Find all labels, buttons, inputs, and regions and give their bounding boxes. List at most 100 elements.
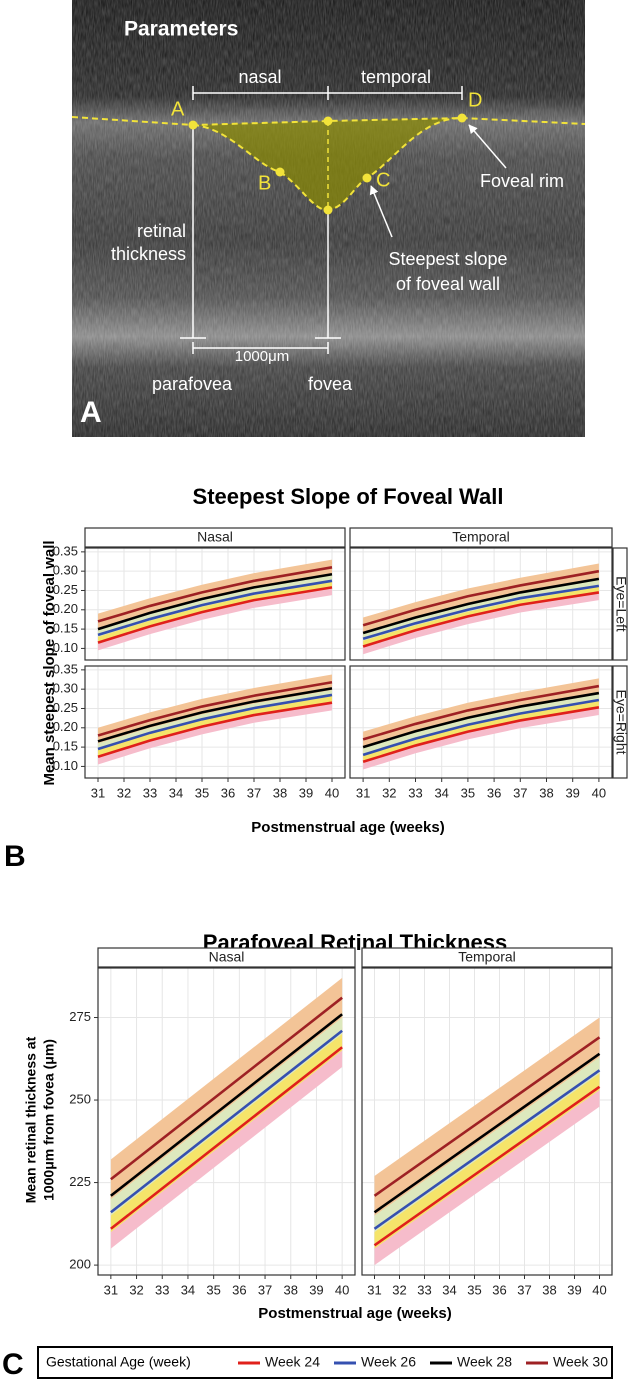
y-tick-label: 0.25 [53, 700, 78, 715]
plot-border [84, 547, 346, 661]
plot-border [361, 967, 613, 1276]
x-tick-label: 32 [382, 785, 396, 800]
label: temporal [361, 67, 431, 87]
point-label: B [258, 172, 271, 194]
x-tick-label: 35 [461, 785, 475, 800]
x-tick-label: 37 [258, 1282, 272, 1297]
series-line [97, 566, 333, 623]
x-tick-label: 34 [169, 785, 183, 800]
label: thickness [111, 244, 186, 264]
x-tick-label: 36 [232, 1282, 246, 1297]
measure-lines [180, 86, 507, 354]
x-tick-label: 33 [143, 785, 157, 800]
facet-strip [349, 527, 613, 548]
fovea-area [193, 118, 462, 211]
plot-border [349, 665, 613, 779]
point [362, 173, 372, 183]
series-line [97, 586, 333, 644]
y-tick-label: 225 [69, 1174, 91, 1189]
x-tick-label: 31 [104, 1282, 118, 1297]
facet-strip [361, 947, 613, 968]
x-tick-label: 40 [592, 1282, 606, 1297]
x-tick-label: 39 [567, 1282, 581, 1297]
x-tick-label: 34 [434, 785, 448, 800]
label: Steepest slope [388, 249, 507, 269]
y-tick-label: 0.25 [53, 582, 78, 597]
point [323, 205, 333, 215]
label: 1000μm [235, 348, 290, 365]
series-line [362, 706, 600, 764]
x-tick-label: 38 [273, 785, 287, 800]
facet-label: Temporal [452, 529, 510, 545]
x-tick-label: 40 [325, 785, 339, 800]
legend-label: Week 30 [553, 1354, 608, 1370]
facet-strip [97, 947, 356, 968]
x-tick-label: 37 [513, 785, 527, 800]
x-tick-label: 35 [206, 1282, 220, 1297]
facet-label: Nasal [209, 949, 245, 965]
plot-border [84, 665, 346, 779]
x-tick-label: 33 [408, 785, 422, 800]
point-label: C [376, 169, 390, 191]
y-tick-label: 0.30 [53, 563, 78, 578]
y-tick-label: 0.15 [53, 621, 78, 636]
series-line [97, 701, 333, 759]
legend-label: Week 28 [457, 1354, 512, 1370]
x-tick-label: 39 [299, 785, 313, 800]
series-line [373, 1085, 601, 1247]
legend-label: Week 24 [265, 1354, 320, 1370]
labels: Parameters nasal temporal A D B C Foveal… [80, 18, 564, 429]
y-axis-title: Mean retinal thickness at [23, 1036, 39, 1203]
x-tick-label: 34 [442, 1282, 456, 1297]
facet-strip [612, 665, 628, 779]
y-tick-label: 0.10 [53, 640, 78, 655]
point [323, 116, 333, 126]
x-tick-label: 31 [91, 785, 105, 800]
panel-title: Parameters [124, 18, 238, 41]
label: nasal [238, 67, 281, 87]
series-line [362, 577, 600, 635]
facet-strip [612, 547, 628, 661]
series-line [362, 684, 600, 741]
x-axis-title: Postmenstrual age (weeks) [251, 819, 444, 836]
x-tick-label: 32 [117, 785, 131, 800]
x-tick-label: 32 [392, 1282, 406, 1297]
panel-title: Steepest Slope of Foveal Wall [193, 484, 504, 509]
series-line [97, 680, 333, 737]
y-tick-label: 0.30 [53, 681, 78, 696]
series-line [110, 1029, 343, 1214]
x-tick-label: 31 [367, 1282, 381, 1297]
y-tick-label: 275 [69, 1009, 91, 1024]
series-line [110, 1013, 343, 1197]
series-line [362, 698, 600, 757]
series-line [97, 693, 333, 751]
series-line [362, 569, 600, 627]
legend-box [37, 1346, 613, 1379]
plot-border [349, 547, 613, 661]
x-tick-label: 35 [195, 785, 209, 800]
retina-surface [71, 116, 586, 127]
point [457, 113, 467, 123]
facet-label: Temporal [458, 949, 516, 965]
y-axis-title: Mean steepest slope of foveal wall [41, 540, 58, 785]
series-line [110, 996, 343, 1181]
y-tick-label: 0.20 [53, 601, 78, 616]
label: parafovea [152, 374, 233, 394]
facet-strip [84, 527, 346, 548]
legend-title: Gestational Age (week) [46, 1354, 191, 1370]
plot-border [97, 967, 356, 1276]
label: fovea [308, 374, 353, 394]
facet-label: Eye=Left [613, 576, 628, 632]
x-tick-label: 32 [129, 1282, 143, 1297]
series-line [373, 1036, 601, 1197]
series-line [362, 691, 600, 749]
x-tick-label: 36 [492, 1282, 506, 1297]
label: retinal [137, 221, 186, 241]
x-tick-label: 31 [356, 785, 370, 800]
x-tick-label: 39 [565, 785, 579, 800]
arrow [369, 185, 393, 238]
x-tick-label: 35 [467, 1282, 481, 1297]
x-tick-label: 38 [539, 785, 553, 800]
x-tick-label: 36 [221, 785, 235, 800]
